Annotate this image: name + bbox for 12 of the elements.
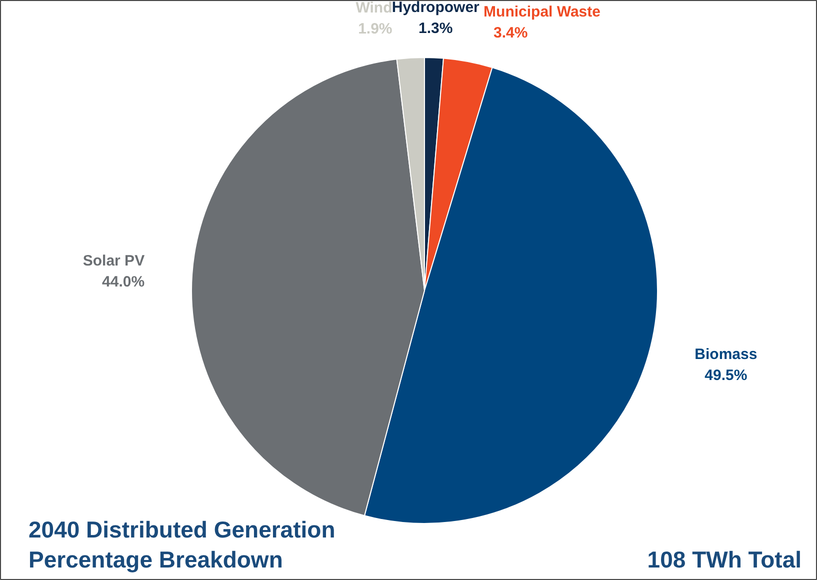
data-label: 3.4%	[494, 24, 528, 42]
text: 2040 Distributed Generation Percentage Breakdown	[28, 516, 336, 572]
slice-label: Biomass	[694, 346, 758, 364]
slice-label: Wind	[356, 0, 392, 16]
slice-label: Solar PV	[82, 252, 145, 270]
slice-label: Municipal Waste	[484, 4, 600, 21]
data-label: 49.5%	[704, 367, 748, 384]
data-label: 44.0%	[102, 273, 145, 290]
slice-label: Hydropower	[392, 0, 480, 16]
data-label: 1.9%	[358, 20, 392, 38]
data-label: 1.3%	[418, 20, 453, 38]
text: 108 TWh Total	[647, 546, 802, 572]
